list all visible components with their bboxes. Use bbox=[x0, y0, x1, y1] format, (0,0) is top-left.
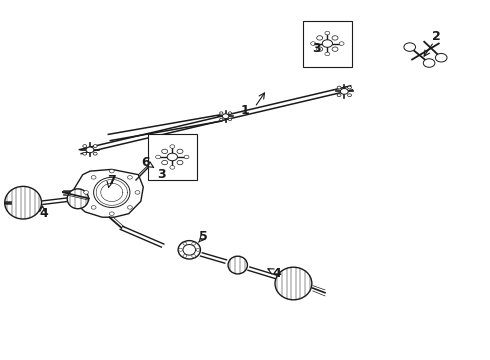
Circle shape bbox=[83, 152, 87, 155]
Circle shape bbox=[91, 206, 96, 209]
Circle shape bbox=[84, 191, 89, 194]
Ellipse shape bbox=[94, 177, 130, 207]
Circle shape bbox=[220, 118, 223, 121]
Text: 3: 3 bbox=[313, 42, 321, 55]
Ellipse shape bbox=[183, 244, 196, 255]
Circle shape bbox=[337, 94, 341, 96]
Circle shape bbox=[170, 166, 175, 169]
Text: 4: 4 bbox=[272, 267, 281, 280]
Circle shape bbox=[93, 145, 97, 148]
Text: 7: 7 bbox=[107, 174, 116, 186]
Circle shape bbox=[220, 112, 223, 114]
Circle shape bbox=[347, 94, 351, 96]
Circle shape bbox=[160, 166, 170, 173]
Circle shape bbox=[170, 145, 175, 148]
Ellipse shape bbox=[275, 267, 312, 300]
Circle shape bbox=[341, 89, 348, 94]
Text: 2: 2 bbox=[432, 30, 441, 43]
Circle shape bbox=[337, 86, 341, 89]
Circle shape bbox=[93, 152, 97, 155]
Circle shape bbox=[83, 145, 87, 148]
Text: 3: 3 bbox=[157, 168, 166, 181]
Circle shape bbox=[322, 40, 333, 47]
Circle shape bbox=[423, 59, 435, 67]
Circle shape bbox=[127, 176, 132, 179]
Circle shape bbox=[183, 255, 187, 257]
Circle shape bbox=[162, 161, 168, 165]
Circle shape bbox=[135, 191, 140, 194]
Text: 6: 6 bbox=[142, 157, 150, 170]
Circle shape bbox=[177, 149, 183, 153]
Ellipse shape bbox=[5, 186, 42, 219]
Circle shape bbox=[347, 86, 351, 89]
Circle shape bbox=[332, 36, 338, 40]
Circle shape bbox=[86, 147, 94, 153]
Bar bbox=[303, 21, 352, 67]
Circle shape bbox=[222, 114, 229, 118]
Circle shape bbox=[404, 43, 416, 51]
Circle shape bbox=[192, 242, 196, 245]
Ellipse shape bbox=[67, 189, 89, 209]
Circle shape bbox=[311, 42, 316, 45]
Ellipse shape bbox=[228, 256, 247, 274]
Circle shape bbox=[332, 47, 338, 51]
Circle shape bbox=[127, 206, 132, 209]
Circle shape bbox=[325, 31, 330, 35]
Circle shape bbox=[184, 155, 189, 159]
Circle shape bbox=[325, 52, 330, 56]
Circle shape bbox=[339, 42, 344, 45]
Circle shape bbox=[228, 118, 232, 121]
Circle shape bbox=[167, 153, 177, 161]
Text: 5: 5 bbox=[199, 230, 208, 243]
Bar bbox=[148, 134, 196, 180]
Circle shape bbox=[179, 248, 182, 251]
Circle shape bbox=[91, 176, 96, 179]
Circle shape bbox=[109, 169, 114, 173]
Circle shape bbox=[196, 248, 200, 251]
Circle shape bbox=[156, 155, 161, 159]
Text: 4: 4 bbox=[40, 207, 49, 220]
Circle shape bbox=[317, 47, 323, 51]
Circle shape bbox=[183, 242, 187, 245]
Text: 1: 1 bbox=[241, 104, 249, 117]
Ellipse shape bbox=[178, 240, 200, 259]
Circle shape bbox=[228, 112, 232, 114]
Circle shape bbox=[109, 212, 114, 215]
Circle shape bbox=[177, 161, 183, 165]
Circle shape bbox=[192, 255, 196, 257]
Polygon shape bbox=[73, 169, 143, 217]
Circle shape bbox=[162, 149, 168, 153]
Circle shape bbox=[436, 54, 447, 62]
Circle shape bbox=[317, 36, 323, 40]
